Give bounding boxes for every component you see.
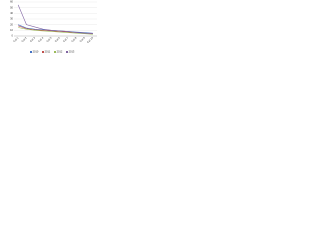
x-tick-label: Cat 10 — [86, 35, 95, 44]
legend-swatch — [66, 51, 68, 53]
legend-label: 2011 — [45, 50, 51, 54]
legend-label: 2010 — [33, 50, 39, 54]
x-tick-label: Cat 5 — [45, 35, 53, 43]
x-tick-label: Cat 8 — [70, 35, 78, 43]
y-tick-label: 60 — [10, 0, 13, 4]
y-tick-label: 30 — [10, 17, 13, 21]
series-line — [17, 4, 93, 35]
legend-swatch — [54, 51, 56, 53]
x-tick-label: Cat 9 — [79, 35, 87, 43]
x-tick-label: Cat 7 — [62, 35, 70, 43]
y-tick-label: 0 — [12, 34, 14, 38]
x-tick-label: Cat 1 — [12, 35, 20, 43]
legend-label: 2012 — [57, 50, 63, 54]
y-tick-label: 10 — [10, 28, 13, 32]
x-tick-label: Cat 3 — [29, 35, 37, 43]
y-tick-label: 40 — [10, 11, 13, 15]
x-tick-label: Cat 2 — [20, 35, 28, 43]
x-tick-label: Cat 6 — [54, 35, 62, 43]
y-tick-label: 20 — [10, 22, 13, 26]
x-tick-label: Cat 4 — [37, 35, 45, 43]
legend-swatch — [42, 51, 44, 53]
legend-label: 2013 — [69, 50, 75, 54]
series-line — [18, 27, 93, 35]
y-tick-label: 50 — [10, 5, 13, 9]
legend-swatch — [30, 51, 32, 53]
